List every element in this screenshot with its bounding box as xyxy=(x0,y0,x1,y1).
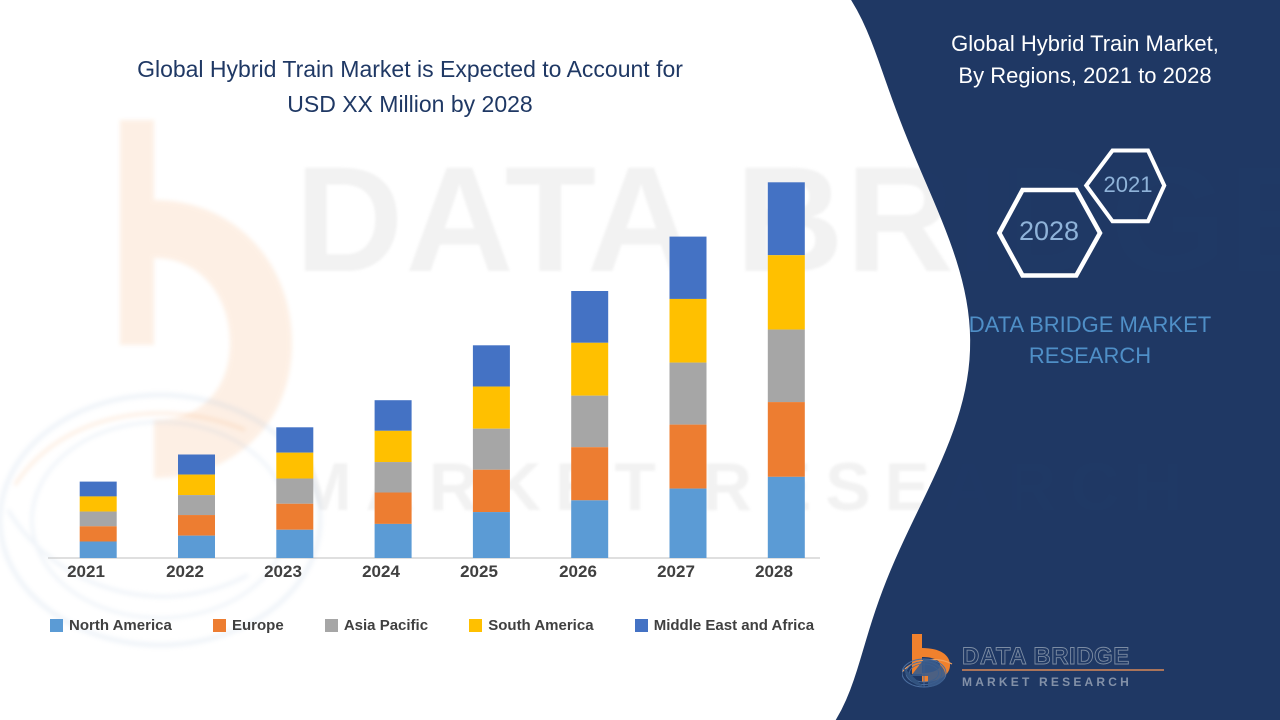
svg-text:2028: 2028 xyxy=(1019,216,1079,246)
svg-text:2021: 2021 xyxy=(1104,172,1153,197)
svg-text:MARKET RESEARCH: MARKET RESEARCH xyxy=(962,675,1132,689)
svg-text:DATA BRIDGE: DATA BRIDGE xyxy=(962,643,1130,670)
